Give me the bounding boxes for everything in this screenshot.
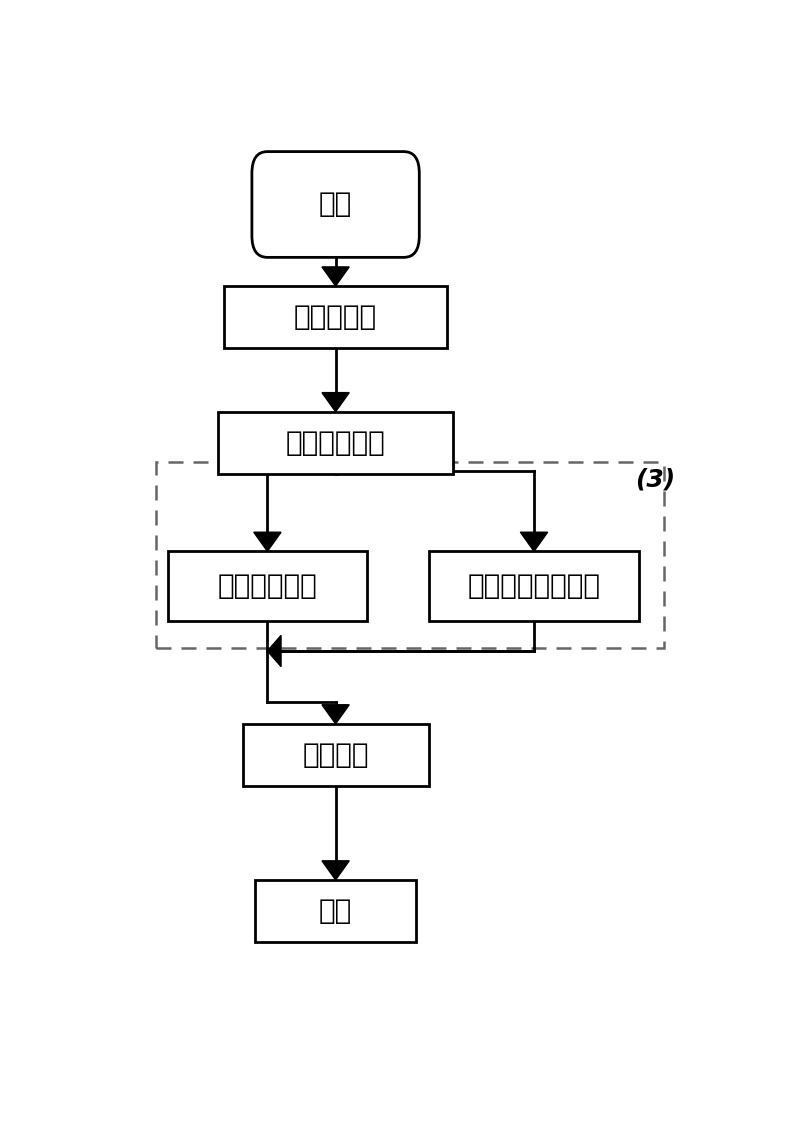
Bar <box>255 879 416 942</box>
Text: 结束: 结束 <box>319 897 352 926</box>
FancyBboxPatch shape <box>252 152 419 258</box>
Text: 初始化参数: 初始化参数 <box>294 303 377 331</box>
Text: 进行使用监管: 进行使用监管 <box>218 572 318 600</box>
Polygon shape <box>322 860 350 879</box>
Bar <box>429 552 639 620</box>
Text: 归还工具: 归还工具 <box>302 741 369 769</box>
Bar <box>156 462 664 649</box>
Polygon shape <box>322 267 350 286</box>
Text: (3): (3) <box>635 467 675 491</box>
Bar <box>168 552 366 620</box>
Polygon shape <box>267 635 281 667</box>
Bar <box>242 724 429 786</box>
Text: 进行定期检验监管: 进行定期检验监管 <box>467 572 601 600</box>
Polygon shape <box>254 533 281 552</box>
Polygon shape <box>520 533 548 552</box>
Bar <box>224 286 447 348</box>
Bar <box>218 412 454 474</box>
Text: 开始: 开始 <box>319 190 352 218</box>
Polygon shape <box>322 393 350 412</box>
Text: 确定监管参数: 确定监管参数 <box>286 429 386 457</box>
Polygon shape <box>322 705 350 724</box>
